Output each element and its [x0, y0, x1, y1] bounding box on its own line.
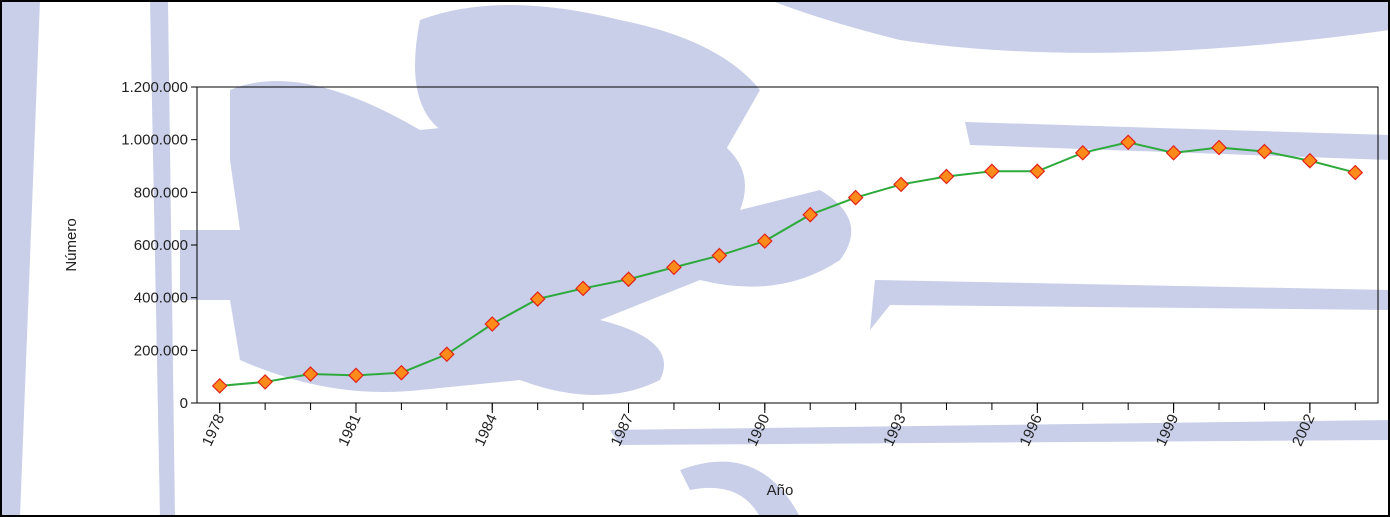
marker — [1347, 164, 1364, 181]
marker — [302, 366, 319, 382]
marker — [938, 168, 955, 185]
marker — [847, 189, 864, 206]
marker — [1256, 143, 1273, 160]
marker — [211, 378, 228, 394]
marker — [1302, 152, 1318, 169]
marker — [666, 259, 682, 276]
marker — [1029, 163, 1046, 180]
marker — [756, 233, 773, 249]
x-tick-label: 1981 — [335, 412, 365, 449]
y-axis-label: Número — [63, 218, 80, 271]
marker — [438, 346, 455, 363]
y-tick-label: 400.000 — [134, 290, 188, 307]
marker — [984, 163, 1000, 180]
marker — [575, 280, 591, 297]
marker — [802, 206, 819, 223]
marker — [484, 316, 501, 332]
y-tick-label: 1.200.000 — [121, 79, 188, 96]
y-tick-label: 200.000 — [134, 342, 188, 359]
x-axis-label: Año — [767, 482, 794, 499]
marker — [1120, 134, 1137, 151]
y-tick-label: 600.000 — [134, 237, 188, 254]
marker — [529, 291, 546, 307]
y-tick-label: 1.000.000 — [121, 132, 188, 149]
y-tick-label: 0 — [180, 395, 188, 412]
x-tick-label: 1978 — [199, 412, 229, 449]
x-tick-label: 1984 — [471, 412, 501, 449]
marker — [393, 364, 410, 381]
marker — [620, 271, 637, 288]
marker — [1165, 144, 1182, 161]
marker — [1074, 144, 1091, 161]
marker — [257, 374, 273, 390]
series-line — [219, 141, 1356, 387]
marker — [711, 247, 728, 264]
y-tick-label: 800.000 — [134, 184, 188, 201]
marker — [348, 367, 364, 384]
marker — [893, 176, 909, 193]
marker — [1211, 139, 1227, 156]
